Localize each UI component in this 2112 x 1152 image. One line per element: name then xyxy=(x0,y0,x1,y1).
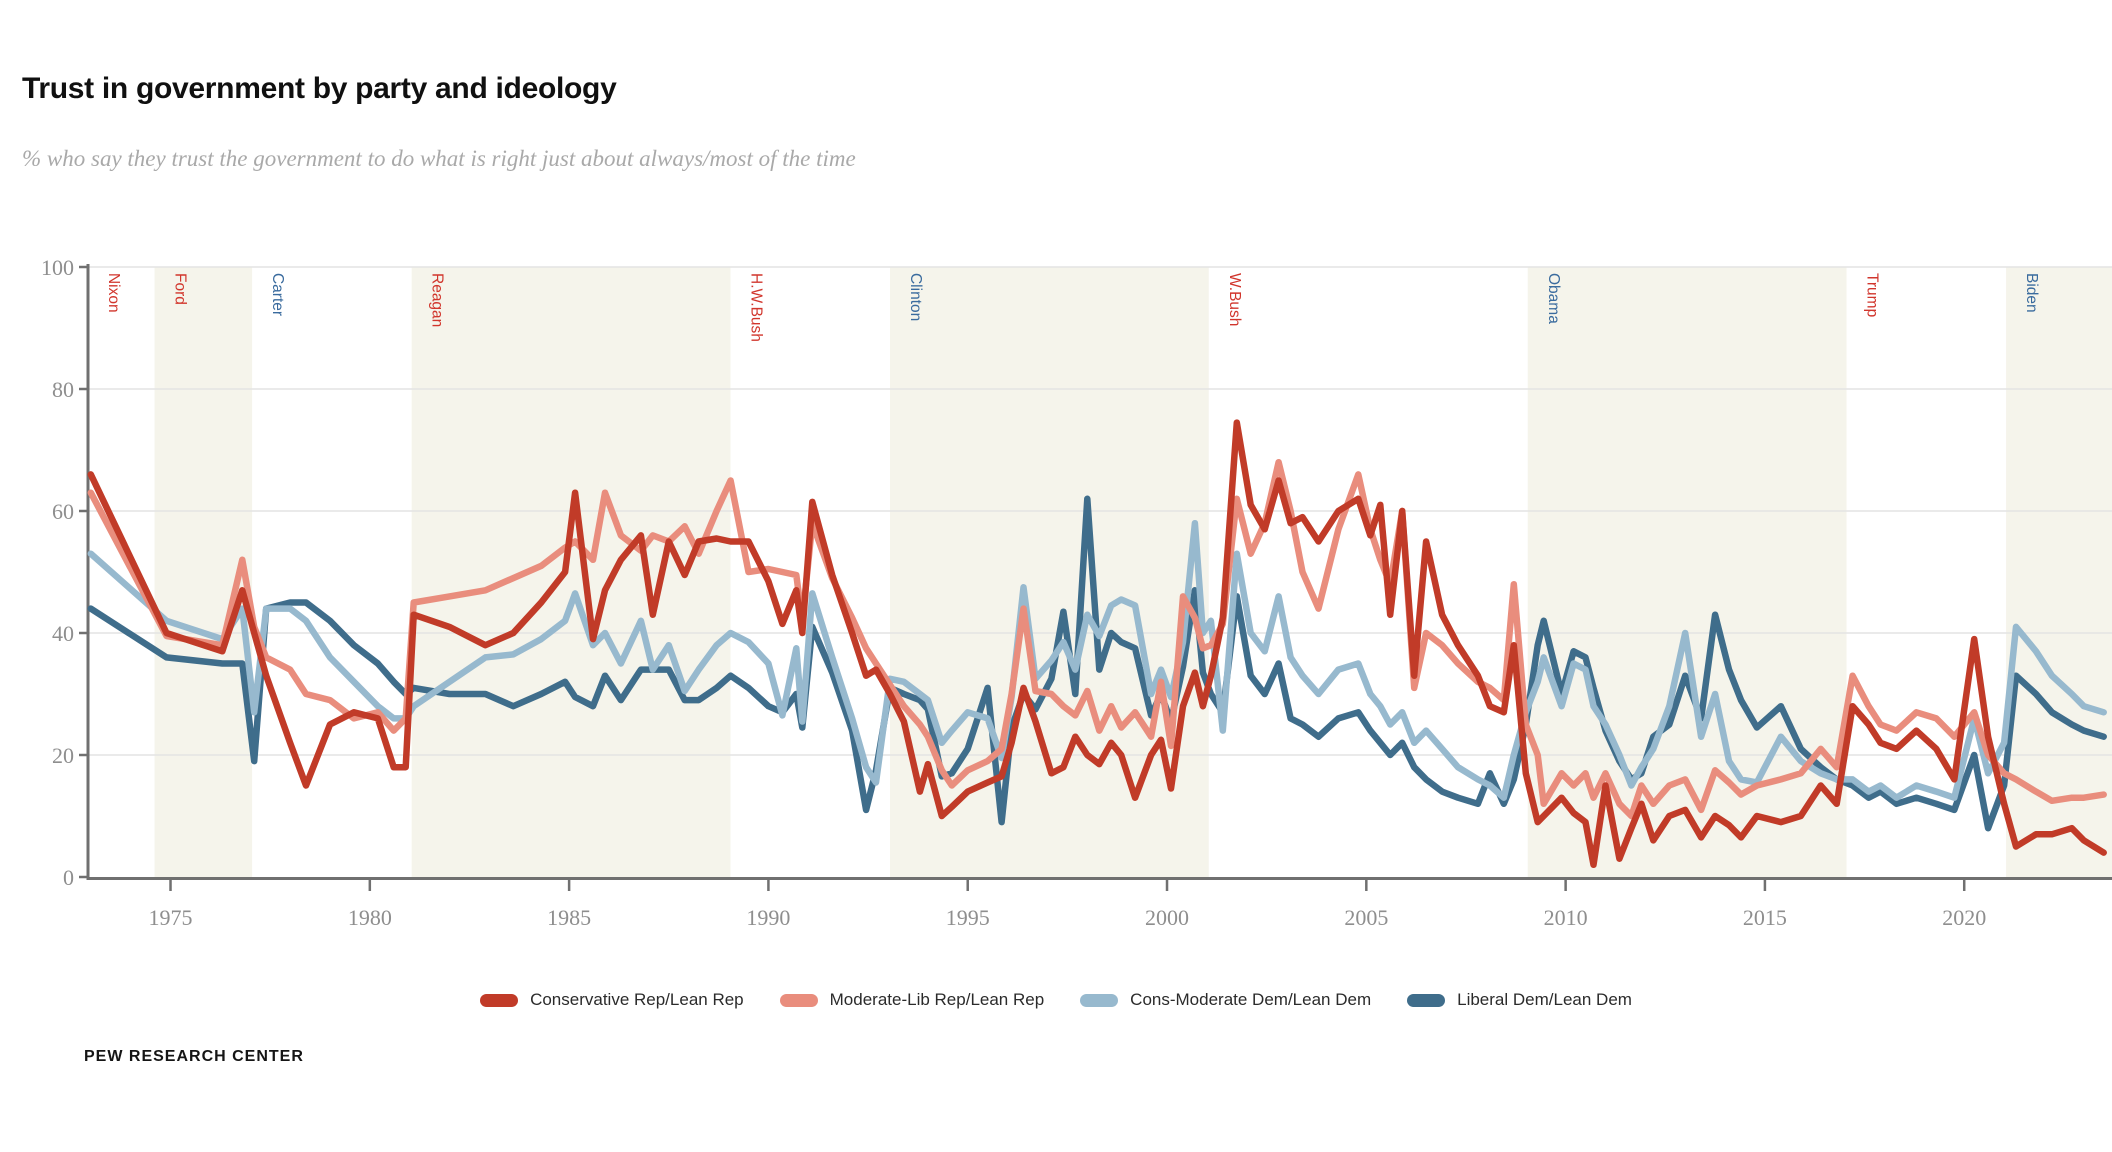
x-axis-tick-2015: 2015 xyxy=(1743,905,1787,930)
x-axis-tick-2020: 2020 xyxy=(1942,905,1986,930)
president-label-trump: Trump xyxy=(1864,273,1881,317)
x-axis-tick-1995: 1995 xyxy=(946,905,990,930)
president-label-hwbush: H.W.Bush xyxy=(748,273,765,342)
series-line-liberal-dem-lean-dem xyxy=(87,495,2107,832)
era-band-reagan xyxy=(411,267,731,877)
legend-swatch-icon xyxy=(779,993,818,1007)
era-band-clinton xyxy=(889,267,1209,877)
legend-item-cons-moderate-dem-lean-dem: Cons-Moderate Dem/Lean Dem xyxy=(1080,990,1371,1010)
y-axis-tick-60: 60 xyxy=(52,499,74,524)
x-axis-tick-2000: 2000 xyxy=(1145,905,1189,930)
y-axis-tick-80: 80 xyxy=(52,377,74,402)
legend-item-liberal-dem-lean-dem: Liberal Dem/Lean Dem xyxy=(1407,990,1632,1010)
page-title: Trust in government by party and ideolog… xyxy=(22,72,617,105)
legend-label: Cons-Moderate Dem/Lean Dem xyxy=(1130,990,1372,1009)
president-label-nixon: Nixon xyxy=(105,273,122,313)
x-axis-tick-2005: 2005 xyxy=(1344,905,1388,930)
president-label-carter: Carter xyxy=(269,273,286,316)
y-axis-tick-100: 100 xyxy=(41,255,74,280)
series-line-moderate-lib-rep-lean-rep xyxy=(87,458,2107,820)
legend-item-moderate-lib-rep-lean-rep: Moderate-Lib Rep/Lean Rep xyxy=(779,990,1045,1010)
era-band-wbush xyxy=(1208,267,1528,877)
president-label-wbush: W.Bush xyxy=(1226,273,1243,326)
legend-label: Moderate-Lib Rep/Lean Rep xyxy=(829,990,1045,1009)
trust-line-chart: 0 20 40 60 80 100 1975 1980 1985 1990 1995 2000 2005… xyxy=(41,255,2112,930)
president-label-obama: Obama xyxy=(1545,273,1562,324)
legend-item-conservative-rep-lean-rep: Conservative Rep/Lean Rep xyxy=(480,990,744,1010)
era-band-carter xyxy=(252,267,412,877)
legend-swatch-icon xyxy=(1407,993,1446,1007)
x-axis-tick-1985: 1985 xyxy=(547,905,591,930)
chart-legend: Conservative Rep/Lean Rep Moderate-Lib Re… xyxy=(0,990,2112,1010)
president-label-clinton: Clinton xyxy=(907,273,924,321)
series-line-conservative-rep-lean-rep xyxy=(87,419,2107,869)
president-label-reagan: Reagan xyxy=(429,273,446,327)
president-label-biden: Biden xyxy=(2023,273,2040,313)
x-axis-tick-1990: 1990 xyxy=(746,905,790,930)
y-axis-tick-40: 40 xyxy=(52,621,74,646)
era-band-nixon xyxy=(88,267,155,877)
legend-swatch-icon xyxy=(480,993,519,1007)
x-axis-tick-2010: 2010 xyxy=(1544,905,1588,930)
source-label: PEW RESEARCH CENTER xyxy=(84,1048,304,1065)
y-axis-tick-20: 20 xyxy=(52,743,74,768)
x-axis-tick-1980: 1980 xyxy=(348,905,392,930)
page-subtitle: % who say they trust the government to d… xyxy=(22,146,856,171)
x-axis-tick-1975: 1975 xyxy=(149,905,193,930)
y-axis-tick-0: 0 xyxy=(63,865,74,890)
legend-swatch-icon xyxy=(1080,993,1119,1007)
legend-label: Conservative Rep/Lean Rep xyxy=(530,990,744,1009)
era-band-ford xyxy=(154,267,253,877)
era-band-biden xyxy=(2006,267,2112,877)
series-line-cons-moderate-dem-lean-dem xyxy=(87,519,2107,801)
president-label-ford: Ford xyxy=(172,273,189,305)
legend-label: Liberal Dem/Lean Dem xyxy=(1457,990,1632,1009)
